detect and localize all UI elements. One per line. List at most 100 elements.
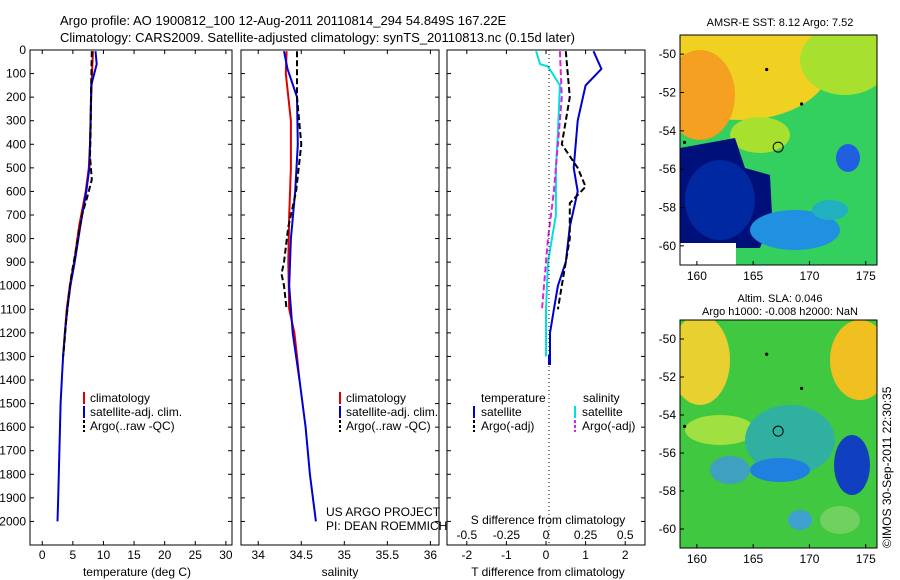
x-top-tick-label: -0.5 [456, 528, 477, 542]
legend-title-temperature: temperature [481, 391, 546, 405]
legend-label-argo: Argo(..raw -QC) [90, 419, 175, 433]
x-tick-label: 0 [39, 548, 46, 562]
y-tick-label: 300 [6, 114, 26, 128]
salinity-panel: 34 34.5 35 35.5 36 [241, 49, 439, 562]
x-tick-label: 2 [622, 548, 629, 562]
x-tick-label: 25 [189, 548, 203, 562]
project-annotation-line-1: US ARGO PROJECT [326, 505, 441, 519]
map-float-mark [799, 102, 804, 106]
series-line [280, 51, 303, 310]
temperature-xlabel: temperature (deg C) [83, 565, 191, 579]
series-end-mark [548, 355, 551, 365]
map-y-tick-label: -60 [659, 522, 677, 536]
legend-label-salinity-satellite: satellite [582, 405, 623, 419]
map-y-tick-label: -50 [659, 332, 677, 346]
y-tick-label: 800 [6, 232, 26, 246]
legend-title-salinity: salinity [583, 391, 620, 405]
legend-label-climatology: climatology [90, 391, 150, 405]
sst-map [680, 35, 877, 265]
x-top-tick-label: 0 [543, 528, 550, 542]
map-y-tick-label: -52 [659, 370, 677, 384]
map-x-tick-label: 160 [687, 269, 707, 283]
legend-label-temperature-argo: Argo(-adj) [481, 419, 534, 433]
map-x-tick-label: 160 [687, 552, 707, 566]
x-tick-label: -2 [461, 548, 472, 562]
y-tick-label: 1000 [0, 279, 26, 293]
series-line [56, 51, 98, 522]
temperature-legend: climatology satellite-adj. clim. Argo(..… [83, 391, 182, 433]
map-y-tick-label: -56 [659, 162, 677, 176]
map-x-tick-label: 165 [743, 269, 763, 283]
x-tick-label: 35 [338, 548, 352, 562]
header-line-2: Climatology: CARS2009. Satellite-adjuste… [60, 30, 575, 45]
map-y-tick-label: -54 [659, 408, 677, 422]
temperature-panel-frame [29, 49, 233, 546]
sla-map-frame [679, 319, 878, 549]
sla-map-title-line-2: Argo h1000: -0.008 h2000: NaN [702, 306, 858, 318]
map-x-tick-label: 170 [799, 269, 819, 283]
legend-label-satellite: satellite-adj. clim. [346, 405, 438, 419]
x-tick-label: 35.5 [376, 548, 400, 562]
series-line [556, 51, 587, 310]
y-tick-label: 600 [6, 184, 26, 198]
y-tick-label: 1900 [0, 491, 26, 505]
map-x-tick-label: 175 [856, 552, 876, 566]
x-tick-label: 34 [252, 548, 266, 562]
x-top-tick-label: 0.25 [574, 528, 598, 542]
map-float-mark [682, 424, 687, 428]
map-float-mark [765, 352, 769, 356]
y-tick-label: 200 [6, 90, 26, 104]
map-x-tick-label: 165 [743, 552, 763, 566]
legend-label-temperature-satellite: satellite [481, 405, 522, 419]
y-tick-label: 900 [6, 255, 26, 269]
salinity-panel-frame [240, 49, 440, 546]
x-top-tick-label: 0.5 [617, 528, 634, 542]
y-tick-label: 400 [6, 137, 26, 151]
difference-xlabel: T difference from climatology [471, 565, 625, 579]
y-tick-label: 500 [6, 161, 26, 175]
y-tick-label: 1300 [0, 349, 26, 363]
sst-map-axes: 160 165 170 175 -50 -52 -54 -56 -58 -60 [659, 47, 876, 283]
y-tick-label: 1400 [0, 373, 26, 387]
map-y-tick-label: -52 [659, 86, 677, 100]
x-tick-label: 10 [97, 548, 111, 562]
map-y-tick-label: -56 [659, 446, 677, 460]
project-annotation-line-2: PI: DEAN ROEMMICH [326, 519, 447, 533]
x-tick-label: 15 [127, 548, 141, 562]
difference-xlabel-top: S difference from climatology [471, 513, 626, 527]
y-tick-label: 1700 [0, 444, 26, 458]
y-tick-label: 2000 [0, 514, 26, 528]
y-tick-label: 1500 [0, 397, 26, 411]
sla-map-axes: 160 165 170 175 -50 -52 -54 -56 -58 -60 [659, 332, 876, 566]
imos-watermark: ©IMOS 30-Sep-2011 22:30:35 [880, 386, 894, 548]
y-tick-label: 0 [19, 43, 26, 57]
series-line [284, 51, 301, 381]
sla-map-title-line-1: Altim. SLA: 0.046 [738, 293, 823, 305]
series-line [549, 50, 603, 357]
map-x-tick-label: 175 [856, 269, 876, 283]
salinity-xlabel: salinity [322, 565, 359, 579]
y-tick-label: 700 [6, 208, 26, 222]
map-y-tick-label: -58 [659, 201, 677, 215]
legend-label-climatology: climatology [346, 391, 406, 405]
series-line [535, 50, 561, 357]
temperature-panel: 0100200300400500600700800900100011001200… [0, 43, 233, 562]
x-tick-label: 30 [219, 548, 233, 562]
map-float-mark [765, 67, 769, 72]
salinity-legend: climatology satellite-adj. clim. Argo(..… [339, 391, 438, 433]
map-y-tick-label: -54 [659, 124, 677, 138]
legend-label-argo: Argo(..raw -QC) [346, 419, 431, 433]
x-tick-label: 34.5 [290, 548, 314, 562]
y-tick-label: 1600 [0, 420, 26, 434]
map-float-mark [799, 386, 804, 390]
series-line [541, 51, 563, 310]
map-x-tick-label: 170 [799, 552, 819, 566]
map-y-tick-label: -58 [659, 484, 677, 498]
y-tick-label: 1200 [0, 326, 26, 340]
x-top-tick-label: -0.25 [493, 528, 521, 542]
map-y-tick-label: -50 [659, 47, 677, 61]
y-tick-label: 100 [6, 67, 26, 81]
x-tick-label: 36 [424, 548, 438, 562]
sst-map-title: AMSR-E SST: 8.12 Argo: 7.52 [707, 17, 854, 29]
